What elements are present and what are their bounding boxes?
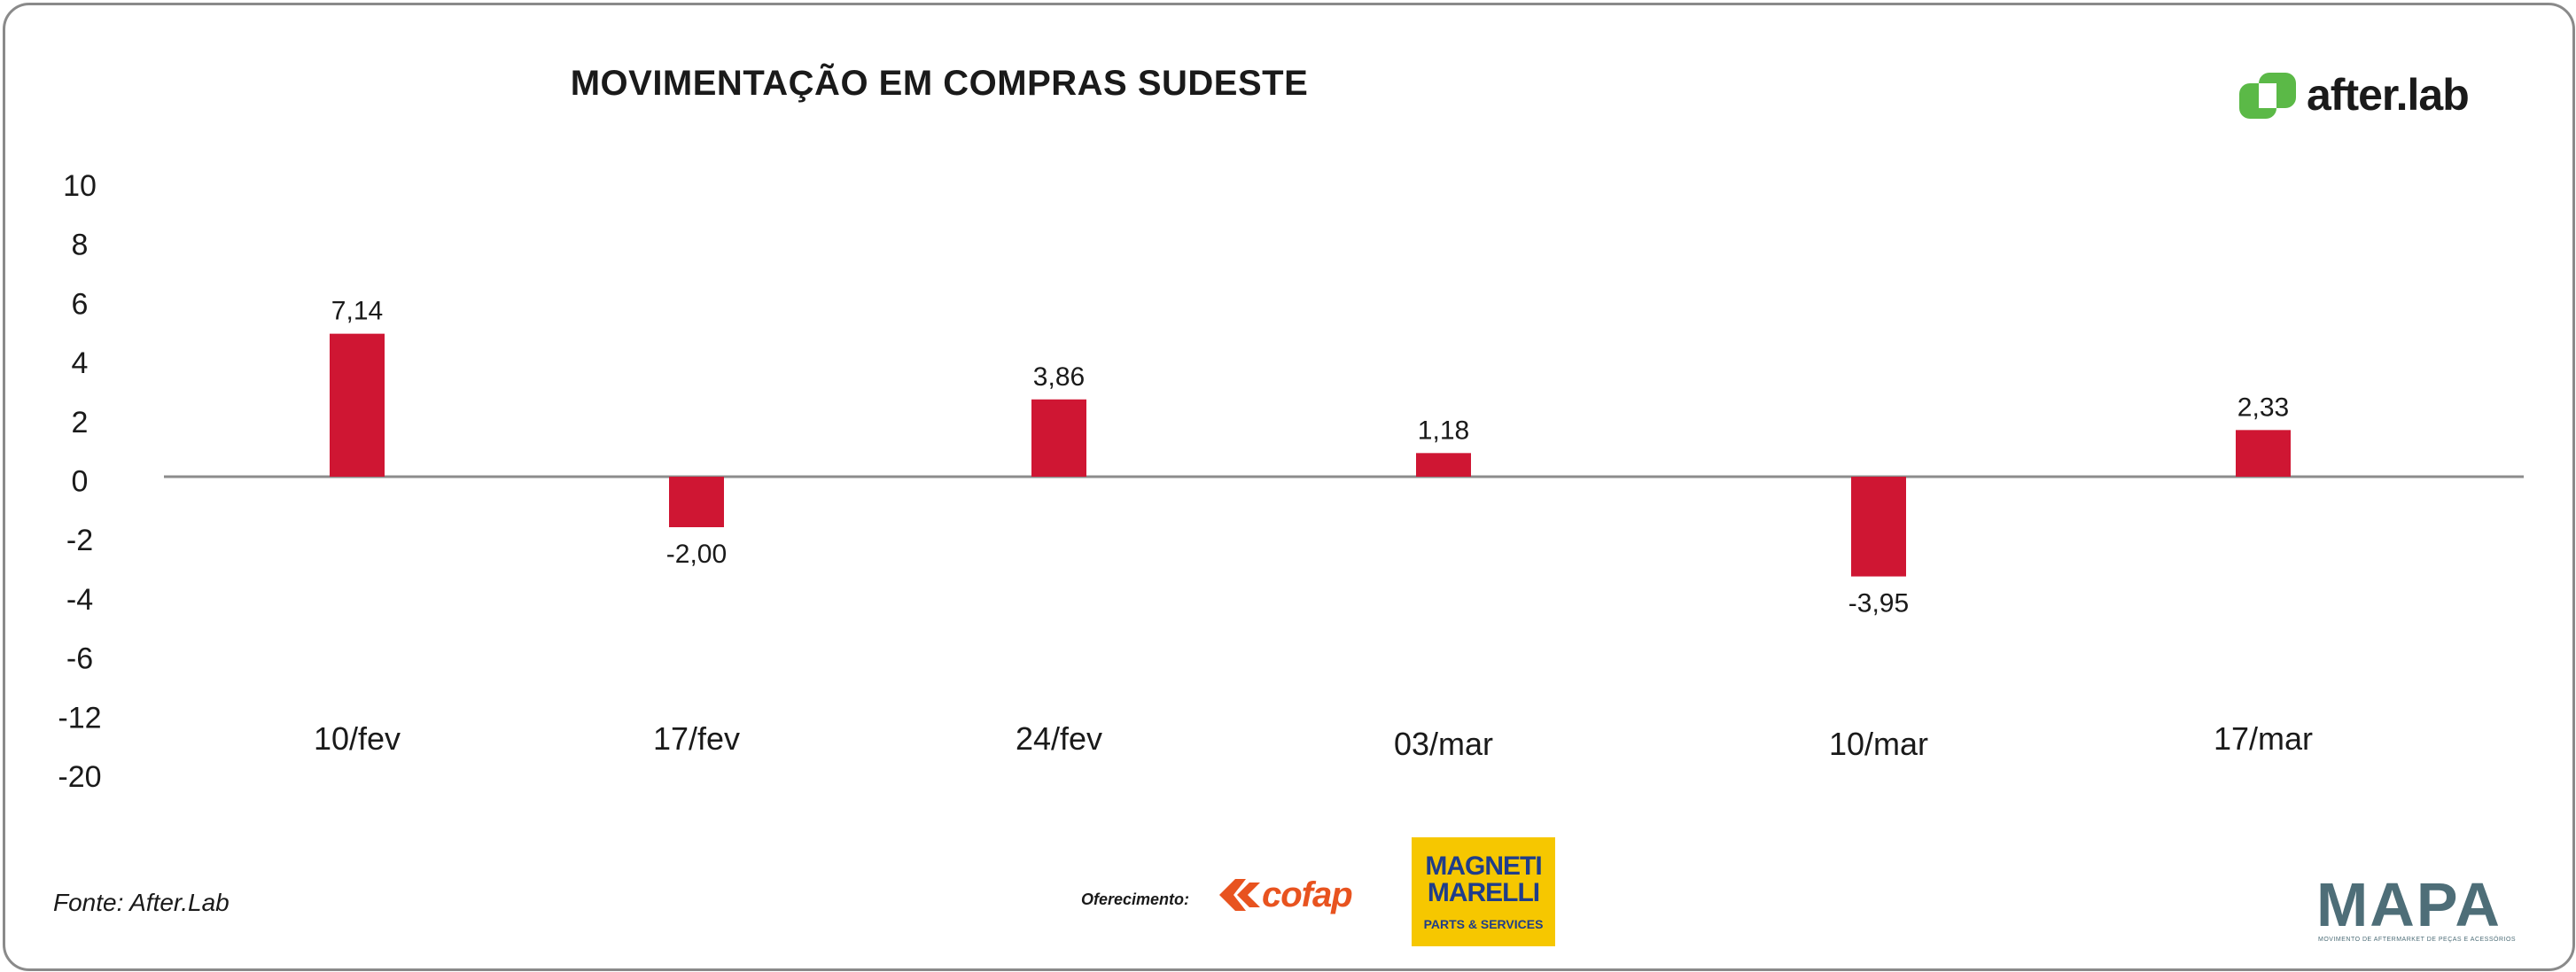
cofap-logo: cofap (1216, 874, 1384, 920)
afterlab-logo-icon (2239, 73, 2296, 119)
cofap-logo-icon (1219, 879, 1260, 911)
magneti-marelli-logo-text: MAGNETI MARELLI (1425, 851, 1542, 907)
bar (1851, 477, 1906, 577)
y-tick-label: -4 (66, 583, 93, 617)
y-tick-label: -2 (66, 524, 93, 557)
bars (330, 333, 2291, 577)
sponsor-label: Oferecimento: (1081, 890, 1190, 908)
x-tick-label: 24/fev (1016, 720, 1102, 757)
bar (2236, 430, 2291, 477)
x-tick-label: 17/fev (653, 720, 740, 757)
y-tick-label: 0 (72, 464, 89, 498)
x-tick-label: 03/mar (1394, 726, 1493, 762)
y-tick-label: 6 (72, 287, 89, 321)
x-tick-label: 10/mar (1829, 726, 1928, 762)
magneti-marelli-subtitle: PARTS & SERVICES (1423, 917, 1544, 931)
data-label: 7,14 (331, 297, 383, 326)
chart-title: MOVIMENTAÇÃO EM COMPRAS SUDESTE (570, 64, 1309, 103)
data-label: 3,86 (1033, 362, 1085, 392)
y-tick-label: -20 (58, 760, 101, 794)
bar (330, 333, 385, 477)
source-note: Fonte: After.Lab (53, 889, 230, 916)
mapa-logo-subtitle: MOVIMENTO DE AFTERMARKET DE PEÇAS E ACES… (2318, 937, 2517, 943)
chart-frame (3, 3, 2575, 971)
y-tick-label: 4 (72, 346, 89, 380)
bar (1416, 453, 1471, 477)
mapa-logo-text: MAPA (2316, 870, 2502, 939)
data-label: 2,33 (2237, 393, 2289, 422)
y-tick-label: -6 (66, 642, 93, 676)
mapa-logo: MAPA MOVIMENTO DE AFTERMARKET DE PEÇAS E… (2316, 873, 2520, 944)
data-label: -3,95 (1848, 589, 1909, 618)
value-labels: 7,14 -2,00 3,86 1,18 -3,95 2,33 (331, 297, 2289, 618)
x-tick-label: 10/fev (314, 720, 401, 757)
y-axis-ticks: 10 8 6 4 2 0 -2 -4 -6 -12 -20 (58, 169, 101, 794)
data-label: -2,00 (666, 540, 727, 569)
magneti-marelli-logo: MAGNETI MARELLI PARTS & SERVICES (1412, 837, 1555, 946)
data-label: 1,18 (1418, 416, 1469, 445)
y-tick-label: 2 (72, 406, 89, 439)
y-tick-label: 10 (63, 169, 97, 203)
x-tick-label: 17/mar (2214, 720, 2313, 757)
y-tick-label: -12 (58, 701, 101, 735)
y-tick-label: 8 (72, 229, 89, 262)
afterlab-logo: after.lab (2236, 69, 2484, 122)
bar (1031, 399, 1086, 477)
afterlab-logo-text: after.lab (2307, 70, 2470, 120)
cofap-logo-text: cofap (1262, 875, 1353, 914)
bar (669, 477, 724, 527)
x-axis-labels: 10/fev 17/fev 24/fev 03/mar 10/mar 17/mar (314, 720, 2313, 762)
